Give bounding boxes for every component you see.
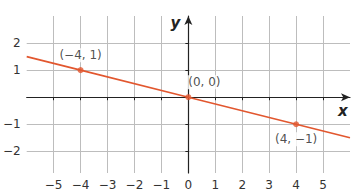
svg-text:2: 2 bbox=[13, 36, 21, 50]
svg-text:−3: −3 bbox=[99, 178, 117, 191]
svg-text:(4, −1): (4, −1) bbox=[275, 132, 317, 146]
svg-text:3: 3 bbox=[265, 178, 273, 191]
svg-text:4: 4 bbox=[292, 178, 300, 191]
svg-text:−1: −1 bbox=[3, 117, 21, 131]
svg-text:−1: −1 bbox=[153, 178, 171, 191]
svg-text:−4: −4 bbox=[72, 178, 90, 191]
svg-text:1: 1 bbox=[211, 178, 219, 191]
svg-text:y: y bbox=[171, 14, 182, 32]
svg-text:0: 0 bbox=[185, 178, 193, 191]
svg-text:1: 1 bbox=[13, 63, 21, 77]
svg-text:−2: −2 bbox=[3, 144, 21, 158]
svg-text:(0, 0): (0, 0) bbox=[188, 75, 220, 89]
svg-text:x: x bbox=[337, 102, 349, 120]
svg-text:2: 2 bbox=[238, 178, 246, 191]
svg-text:−5: −5 bbox=[45, 178, 63, 191]
svg-text:5: 5 bbox=[319, 178, 327, 191]
svg-text:−2: −2 bbox=[126, 178, 144, 191]
svg-text:(−4, 1): (−4, 1) bbox=[59, 48, 101, 62]
